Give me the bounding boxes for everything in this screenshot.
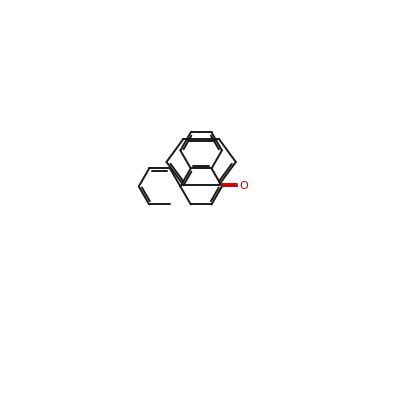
Text: O: O [239,182,248,192]
